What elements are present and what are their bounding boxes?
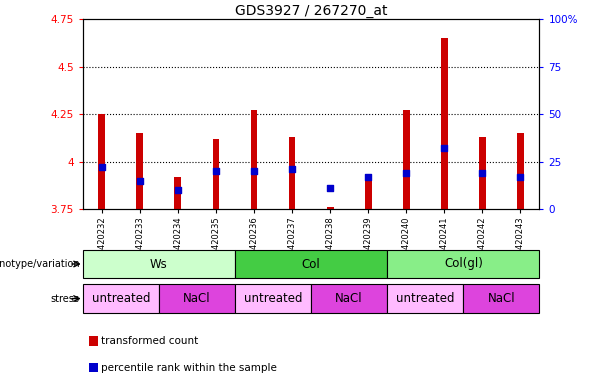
Bar <box>517 133 524 209</box>
Bar <box>365 177 371 209</box>
Bar <box>441 38 447 209</box>
Bar <box>311 284 387 313</box>
Title: GDS3927 / 267270_at: GDS3927 / 267270_at <box>235 4 387 18</box>
Bar <box>98 114 105 209</box>
Text: percentile rank within the sample: percentile rank within the sample <box>101 363 277 373</box>
Text: untreated: untreated <box>244 292 302 305</box>
Bar <box>327 207 333 209</box>
Point <box>364 174 373 180</box>
Bar <box>83 250 235 278</box>
Point <box>249 168 259 174</box>
Point <box>402 170 411 176</box>
Bar <box>213 139 219 209</box>
Text: Ws: Ws <box>150 258 168 270</box>
Text: Col: Col <box>302 258 321 270</box>
Bar <box>479 137 485 209</box>
Point <box>478 170 487 176</box>
Text: transformed count: transformed count <box>101 336 199 346</box>
Point <box>516 174 525 180</box>
Point <box>173 187 183 193</box>
Text: genotype/variation: genotype/variation <box>0 259 80 269</box>
Point <box>97 164 107 170</box>
Text: NaCl: NaCl <box>183 292 211 305</box>
Bar <box>235 284 311 313</box>
Text: NaCl: NaCl <box>335 292 363 305</box>
Bar <box>137 133 143 209</box>
Bar <box>251 111 257 209</box>
Text: stress: stress <box>51 293 80 304</box>
Text: Col(gl): Col(gl) <box>444 258 483 270</box>
Bar <box>463 284 539 313</box>
Text: NaCl: NaCl <box>487 292 515 305</box>
Bar <box>289 137 295 209</box>
Point <box>440 146 449 152</box>
Text: untreated: untreated <box>91 292 150 305</box>
Bar <box>159 284 235 313</box>
Bar <box>387 250 539 278</box>
Point <box>287 166 297 172</box>
Point <box>211 168 221 174</box>
Bar <box>387 284 463 313</box>
Bar <box>235 250 387 278</box>
Bar <box>175 177 181 209</box>
Text: untreated: untreated <box>396 292 454 305</box>
Bar <box>403 111 409 209</box>
Point <box>326 185 335 192</box>
Point <box>135 178 145 184</box>
Bar <box>83 284 159 313</box>
